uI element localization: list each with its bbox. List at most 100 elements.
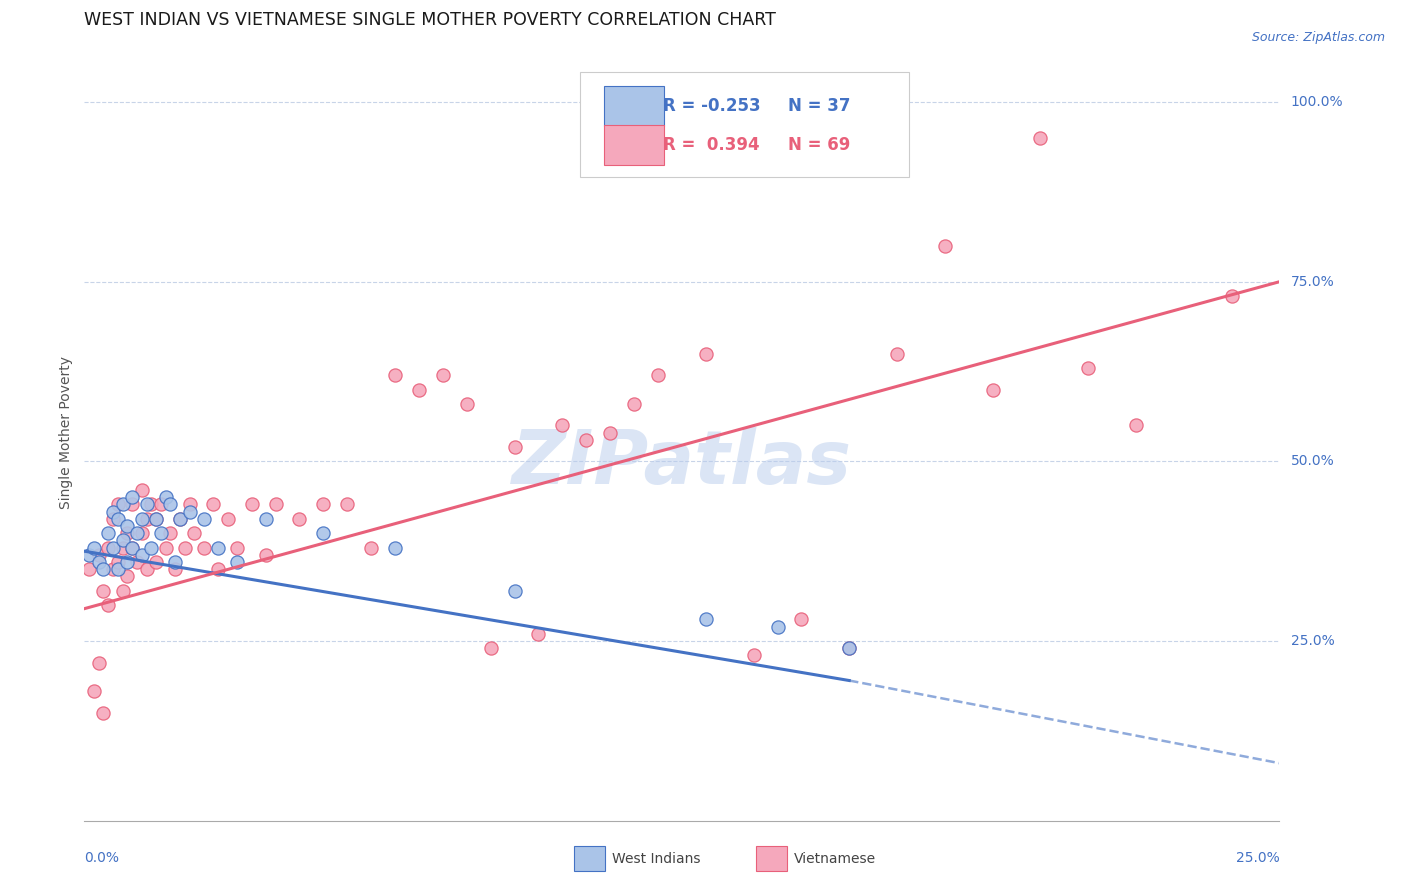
Text: Source: ZipAtlas.com: Source: ZipAtlas.com [1251,31,1385,45]
Point [254,512,277,526]
Text: WEST INDIAN VS VIETNAMESE SINGLE MOTHER POVERTY CORRELATION CHART: WEST INDIAN VS VIETNAMESE SINGLE MOTHER … [84,12,776,29]
Point [179,498,201,512]
FancyBboxPatch shape [605,125,664,165]
Point [107,562,129,576]
Point [264,498,287,512]
Point [125,555,148,569]
Point [217,512,239,526]
Point [183,526,205,541]
Point [111,541,134,555]
Point [193,512,215,526]
Point [149,526,172,541]
Point [179,505,201,519]
Point [155,491,177,505]
Point [766,620,789,634]
Point [117,569,139,583]
Point [83,541,105,555]
Point [384,368,406,383]
Point [312,526,335,541]
Point [101,562,124,576]
Text: 75.0%: 75.0% [1291,275,1334,289]
Point [599,425,621,440]
Point [121,541,143,555]
Point [336,498,359,512]
Text: 100.0%: 100.0% [1291,95,1343,109]
Point [226,541,249,555]
Point [193,541,215,555]
Point [1125,418,1147,433]
FancyBboxPatch shape [605,86,664,126]
Point [131,512,153,526]
Point [695,346,717,360]
Text: R =  0.394: R = 0.394 [662,136,759,153]
FancyBboxPatch shape [581,71,910,177]
Point [202,498,225,512]
Point [121,541,143,555]
Point [886,346,908,360]
Point [838,641,860,656]
Point [169,512,191,526]
Point [149,498,172,512]
Point [838,641,860,656]
Point [456,397,478,411]
Point [790,612,813,626]
Point [87,548,110,562]
Point [288,512,311,526]
Point [97,541,120,555]
Point [117,526,139,541]
Point [125,526,148,541]
Point [87,656,110,670]
Point [742,648,765,663]
Point [159,498,181,512]
Text: ZIPatlas: ZIPatlas [512,427,852,500]
Text: 25.0%: 25.0% [1236,851,1279,865]
Text: R = -0.253: R = -0.253 [662,97,761,115]
Point [135,498,157,512]
Point [432,368,454,383]
Point [173,541,195,555]
Point [111,533,134,548]
Point [131,548,153,562]
Point [135,562,157,576]
Point [226,555,249,569]
Point [77,562,100,576]
Point [384,541,406,555]
Point [207,562,229,576]
Point [695,612,717,626]
Point [111,583,134,598]
Point [107,555,129,569]
Point [145,512,167,526]
Point [408,383,430,397]
Point [93,583,115,598]
Point [117,519,139,533]
Point [93,562,115,576]
Text: N = 69: N = 69 [789,136,851,153]
Y-axis label: Single Mother Poverty: Single Mother Poverty [59,356,73,509]
Point [135,512,157,526]
Point [101,505,124,519]
Point [360,541,382,555]
Point [87,555,110,569]
Point [1077,361,1099,376]
Text: West Indians: West Indians [612,852,700,865]
Point [934,239,956,253]
Point [121,491,143,505]
Point [107,498,129,512]
Point [647,368,669,383]
Point [623,397,645,411]
Point [97,526,120,541]
Point [575,433,598,447]
Point [527,627,550,641]
Point [145,555,167,569]
Point [1220,289,1243,303]
Point [312,498,335,512]
Point [503,583,526,598]
Text: N = 37: N = 37 [789,97,851,115]
Text: 25.0%: 25.0% [1291,634,1334,648]
Point [111,498,134,512]
Point [97,598,120,612]
Point [145,512,167,526]
Point [141,541,163,555]
Point [117,555,139,569]
Point [131,483,153,497]
